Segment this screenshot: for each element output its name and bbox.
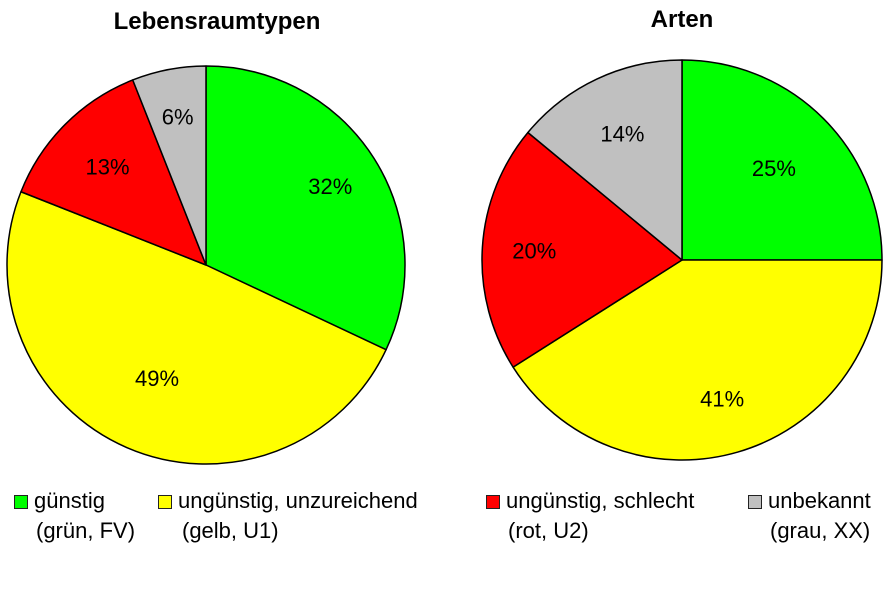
legend-item-guenstig: günstig (grün, FV) bbox=[14, 486, 135, 546]
legend-item-unbekannt: unbekannt (grau, XX) bbox=[748, 486, 871, 546]
legend-label-line1: ungünstig, schlecht bbox=[506, 488, 695, 513]
pie-slice-schlecht bbox=[481, 131, 683, 368]
chart-title-lebensraumtypen: Lebensraumtypen bbox=[113, 8, 321, 35]
legend-label-line2: (rot, U2) bbox=[508, 518, 589, 543]
data-label-guenstig: 25% bbox=[752, 156, 796, 181]
legend-swatch-grey bbox=[748, 495, 762, 509]
legend-swatch-yellow bbox=[158, 495, 172, 509]
pie-slice-schlecht bbox=[20, 79, 207, 266]
legend-swatch-green bbox=[14, 495, 28, 509]
pie-arten: 25% 41% 20% 14% bbox=[481, 59, 883, 461]
pie-slice-unzureichend bbox=[512, 259, 883, 461]
legend-label-line1: ungünstig, unzureichend bbox=[178, 488, 418, 513]
legend-label-line1: günstig bbox=[34, 488, 105, 513]
data-label-unzureichend: 41% bbox=[700, 386, 744, 411]
pie-slice-unbekannt bbox=[131, 65, 207, 266]
data-label-schlecht: 20% bbox=[512, 239, 556, 264]
data-label-guenstig: 32% bbox=[308, 174, 352, 199]
legend-label-line2: (gelb, U1) bbox=[182, 518, 279, 543]
pie-slice-guenstig bbox=[681, 59, 883, 261]
legend-swatch-red bbox=[486, 495, 500, 509]
legend-label-line2: (grün, FV) bbox=[36, 518, 136, 543]
legend-item-schlecht: ungünstig, schlecht (rot, U2) bbox=[486, 486, 694, 546]
pie-slice-unzureichend bbox=[6, 190, 387, 465]
data-label-unzureichend: 49% bbox=[135, 366, 179, 391]
legend-item-unzureichend: ungünstig, unzureichend (gelb, U1) bbox=[158, 486, 418, 546]
legend-label-line2: (grau, XX) bbox=[770, 518, 871, 543]
data-label-unbekannt: 6% bbox=[162, 104, 194, 129]
data-label-schlecht: 13% bbox=[85, 155, 129, 180]
pie-slice-guenstig bbox=[205, 65, 406, 351]
pie-slice-unbekannt bbox=[527, 59, 683, 261]
legend-label-line1: unbekannt bbox=[768, 488, 871, 513]
data-label-unbekannt: 14% bbox=[600, 121, 644, 146]
pie-lebensraumtypen: 32% 49% 13% 6% bbox=[6, 65, 406, 465]
chart-title-arten: Arten bbox=[650, 6, 714, 33]
